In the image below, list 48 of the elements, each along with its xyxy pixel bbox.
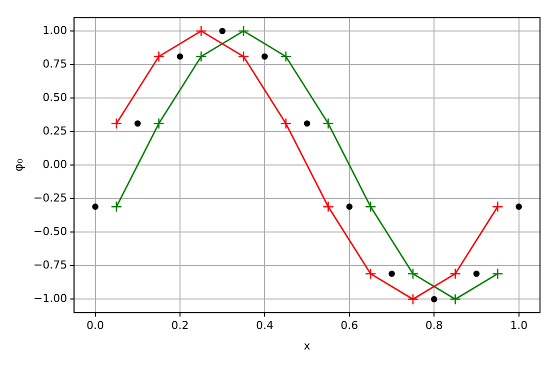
point xyxy=(473,270,480,277)
point xyxy=(92,204,98,210)
y-tick-label: 0.00 xyxy=(42,158,68,171)
point xyxy=(407,268,419,280)
point xyxy=(110,201,122,212)
point xyxy=(176,53,184,60)
x-tick-label: 0.8 xyxy=(425,319,443,332)
y-tick-label: −0.75 xyxy=(33,258,68,272)
point xyxy=(516,204,522,210)
point xyxy=(322,118,334,130)
y-tick-label: −0.50 xyxy=(33,225,68,238)
y-tick-label: 0.50 xyxy=(42,90,68,104)
point xyxy=(238,50,250,62)
y-tick-label: −1.00 xyxy=(33,292,68,306)
y-tick-label: 0.25 xyxy=(42,124,68,138)
point xyxy=(492,268,504,280)
point xyxy=(304,120,310,127)
point xyxy=(219,28,226,34)
x-tick-label: 1.0 xyxy=(510,319,528,332)
point xyxy=(407,294,419,305)
point xyxy=(153,118,164,130)
x-tick-label: 0.0 xyxy=(86,319,104,332)
point xyxy=(492,201,504,212)
point xyxy=(238,25,250,37)
x-tick-label: 0.4 xyxy=(256,319,274,332)
point xyxy=(364,268,376,280)
point xyxy=(450,294,461,305)
y-tick-label: 0.75 xyxy=(42,57,68,70)
point xyxy=(280,118,292,130)
point xyxy=(430,296,438,302)
point xyxy=(196,25,207,37)
point xyxy=(153,50,164,62)
point xyxy=(388,270,395,277)
x-tick-label: 0.6 xyxy=(340,319,358,332)
point xyxy=(450,268,461,280)
x-tick-label: 0.2 xyxy=(171,319,189,332)
x-axis-title: x xyxy=(304,339,311,352)
y-tick-label: 1.00 xyxy=(42,24,68,37)
point xyxy=(196,50,207,62)
point xyxy=(110,118,122,130)
y-tick-label: −0.25 xyxy=(33,191,68,204)
point xyxy=(346,204,353,210)
point xyxy=(134,120,141,127)
point xyxy=(364,201,376,212)
point xyxy=(322,201,334,212)
y-axis-title: φ₀ xyxy=(11,158,26,172)
point xyxy=(262,53,268,60)
point xyxy=(280,50,292,62)
